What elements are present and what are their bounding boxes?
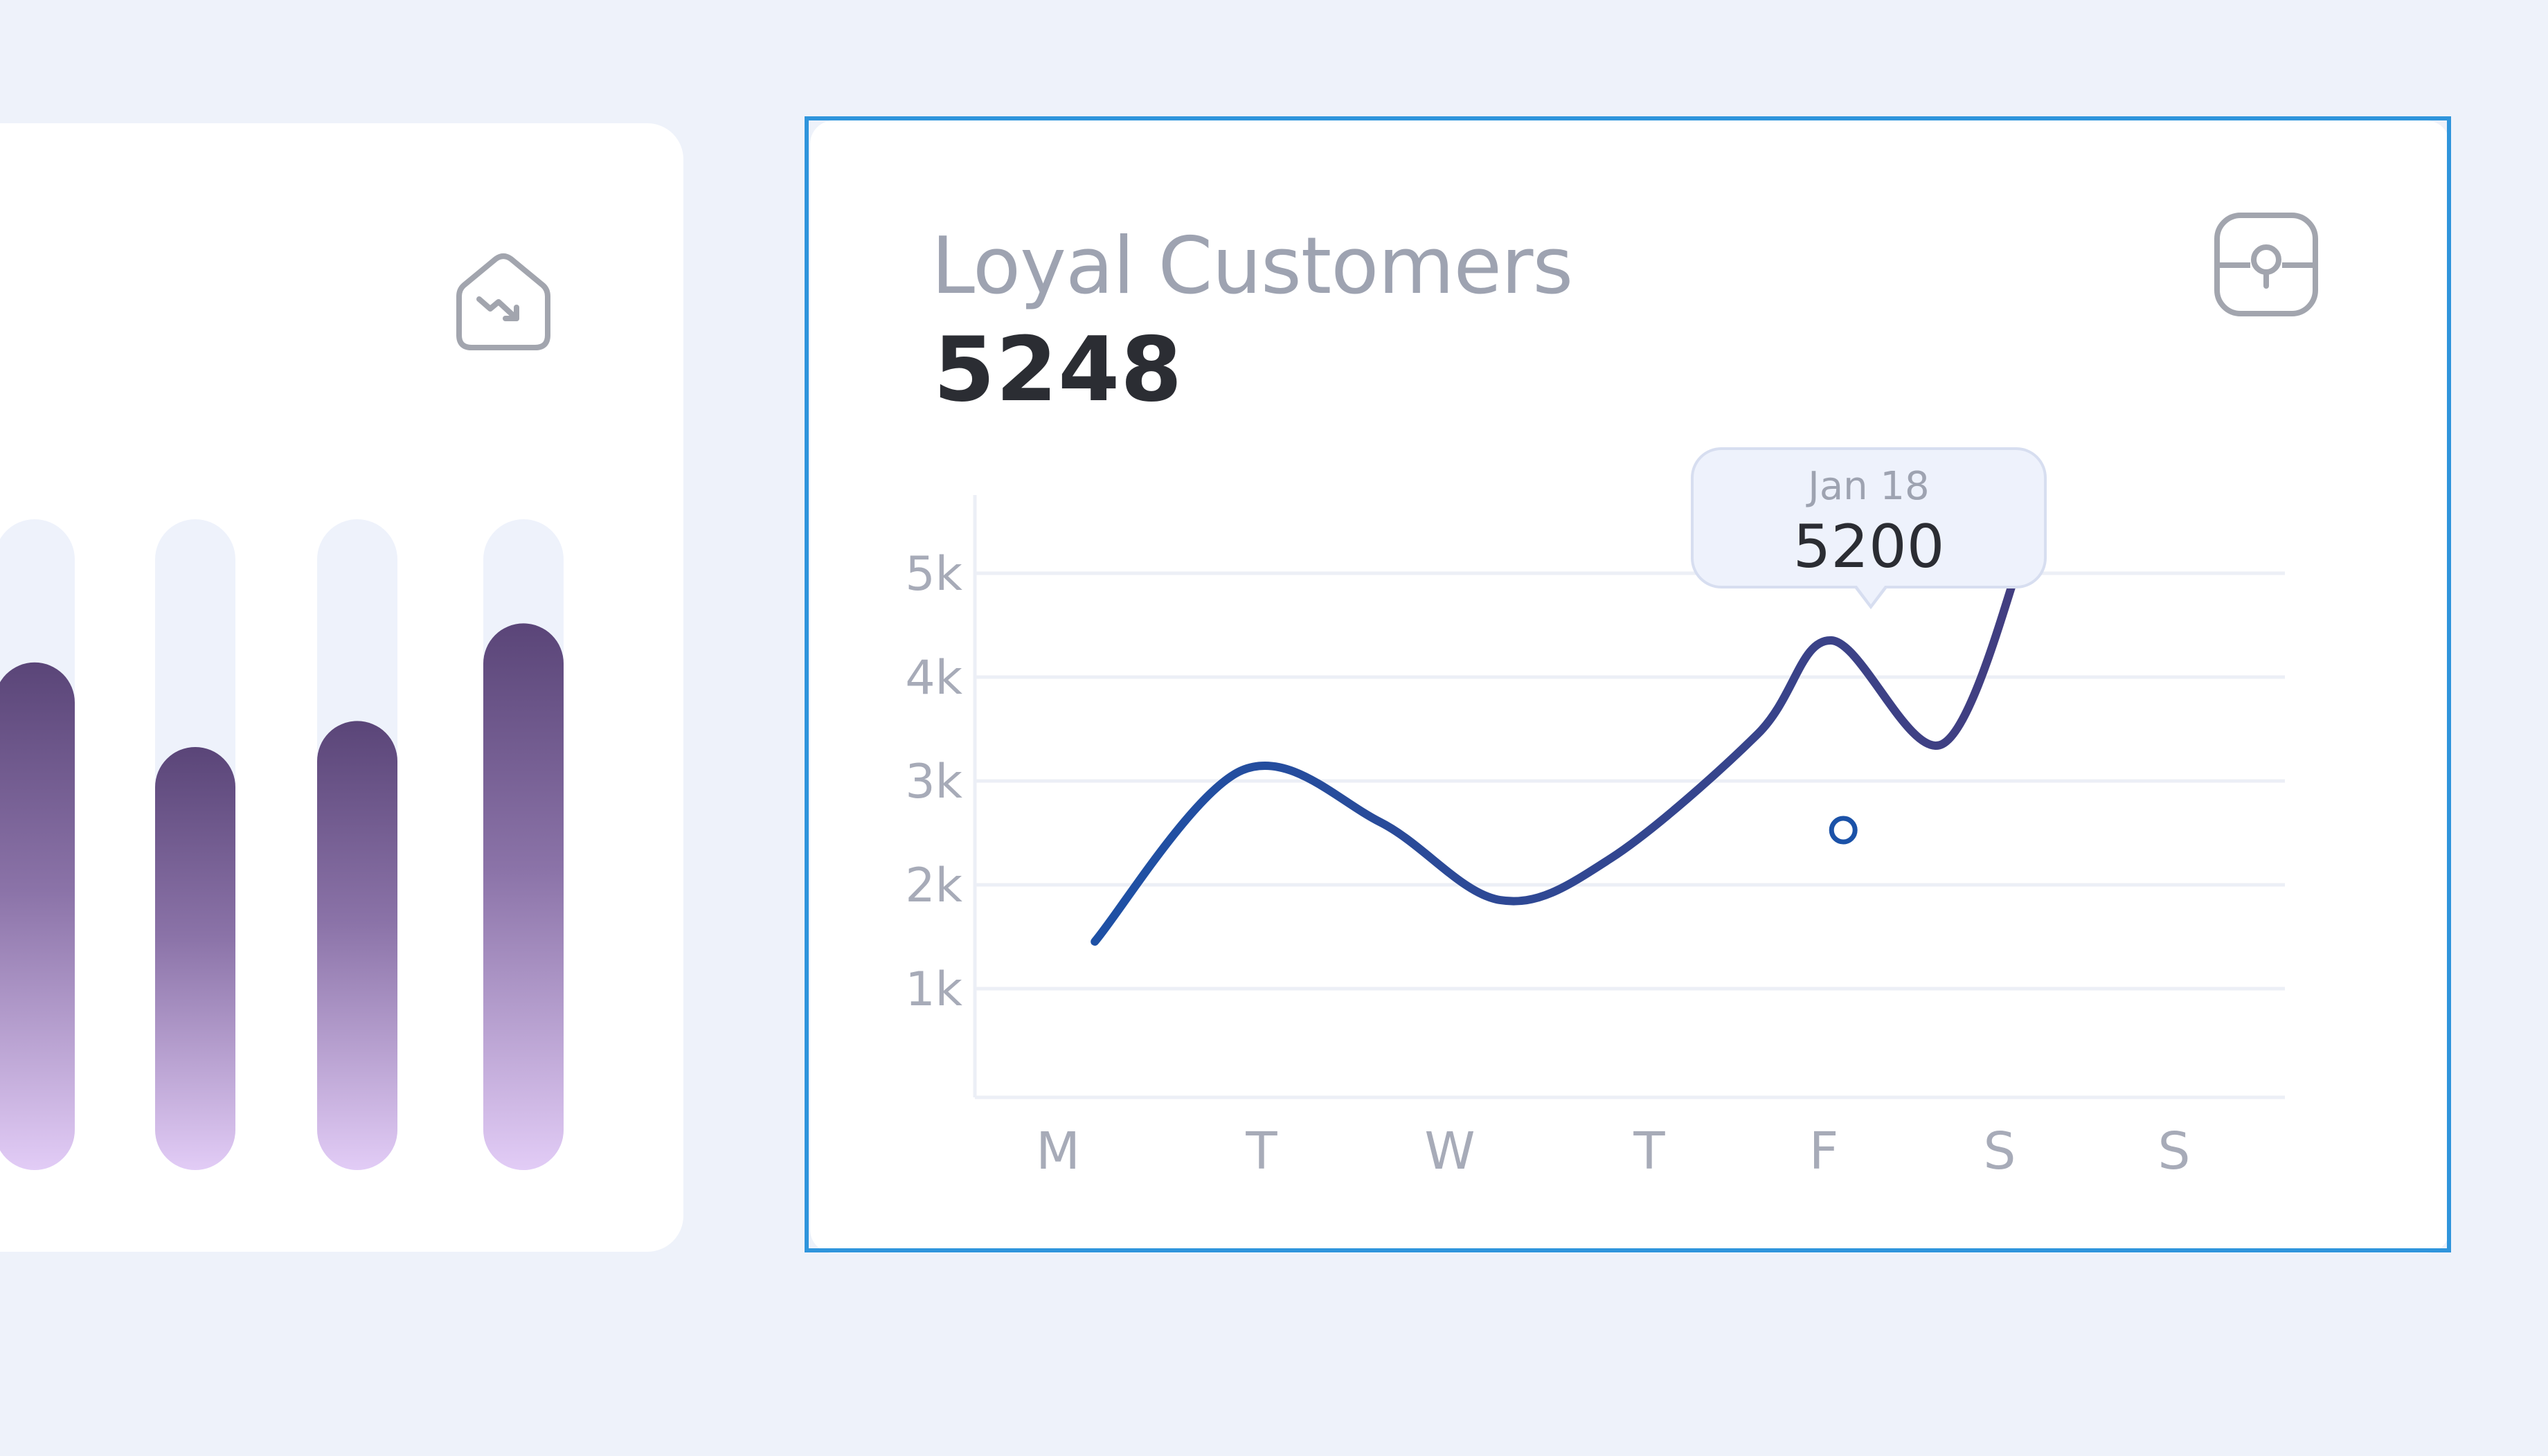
x-tick-label: T [1245, 1122, 1277, 1181]
tooltip-value: 5200 [1793, 512, 1945, 582]
tooltip-date: Jan 18 [1808, 464, 1930, 509]
y-tick-label: 3k [905, 755, 962, 809]
card-value: 5248 [933, 318, 1183, 422]
trending-down-icon-button[interactable] [447, 245, 559, 357]
y-tick-label: 2k [905, 859, 962, 913]
bar [317, 721, 397, 1170]
y-tick-label: 5k [905, 547, 962, 602]
y-tick-label: 4k [905, 651, 962, 705]
bar [0, 662, 75, 1170]
card-title: Loyal Customers [931, 220, 1573, 312]
value-tooltip: Jan 18 5200 [1691, 447, 2047, 588]
y-tick-label: 1k [905, 962, 962, 1017]
bar [155, 747, 235, 1170]
highlight-point[interactable] [1829, 816, 1858, 845]
x-tick-label: S [2158, 1122, 2191, 1181]
series-line [1091, 543, 2029, 946]
loyal-customers-card [810, 120, 2450, 1253]
x-tick-label: F [1809, 1122, 1839, 1181]
bar [483, 623, 564, 1170]
trending-down-icon [456, 253, 550, 350]
x-tick-label: T [1633, 1122, 1665, 1181]
x-tick-label: S [1984, 1122, 2016, 1181]
lock-icon-button[interactable] [2210, 208, 2322, 321]
x-tick-label: M [1036, 1122, 1080, 1181]
tooltip-pointer-fill [1856, 585, 1885, 604]
lock-icon [2214, 213, 2318, 316]
x-tick-label: W [1424, 1122, 1475, 1181]
